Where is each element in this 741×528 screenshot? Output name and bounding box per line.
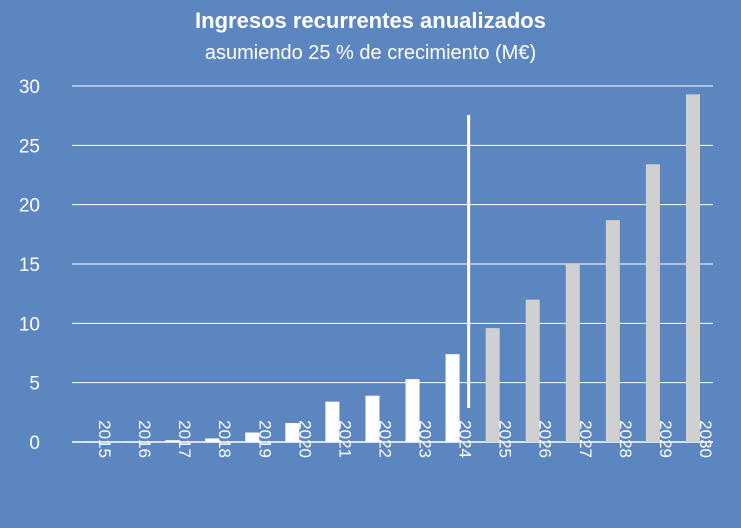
bar-2020 [285,423,300,442]
bar-2029 [645,164,660,442]
bar-2026 [525,299,540,442]
chart-subtitle: asumiendo 25 % de crecimiento (M€) [204,42,537,64]
y-tick-label: 10 [19,314,40,335]
x-tick-label: 2015 [95,420,114,458]
bar-2028 [605,220,620,442]
x-tick-label: 2022 [375,420,394,458]
bar-2015 [85,441,100,443]
x-tick-label: 2026 [536,420,555,458]
y-tick-label: 30 [19,77,40,98]
x-tick-label: 2018 [215,420,234,458]
bar-2025 [485,328,500,442]
x-tick-label: 2030 [696,420,715,458]
y-tick-label: 20 [19,196,40,217]
x-tick-label: 2016 [135,420,154,458]
bar-2022 [365,395,380,442]
x-axis-tick-labels: 2015 2016 2017 2018 2019 2020 2021 2022 2023 2024… [95,420,715,458]
x-tick-label: 2029 [656,420,675,458]
bar-2019 [245,432,260,442]
bar-2024 [445,354,460,442]
bar-2023 [405,379,420,442]
bar-2030 [685,94,700,442]
x-tick-label: 2023 [416,420,435,458]
y-tick-label: 0 [29,433,40,454]
bar-2016 [125,441,140,443]
y-axis-tick-labels: 0 5 10 15 20 25 30 [19,77,40,454]
y-tick-label: 25 [19,136,40,157]
x-tick-label: 2027 [576,420,595,458]
bar-2027 [565,264,580,442]
chart-title: Ingresos recurrentes anualizados [195,8,546,33]
x-tick-label: 2021 [335,420,354,458]
bar-2018 [205,438,220,442]
x-tick-label: 2025 [496,420,515,458]
y-tick-label: 5 [29,374,40,395]
bar-2017 [165,440,180,442]
bar-2021 [325,401,340,442]
x-tick-label: 2020 [295,420,314,458]
bars [85,94,700,443]
x-tick-label: 2019 [255,420,274,458]
x-tick-label: 2017 [175,420,194,458]
x-tick-label: 2024 [456,420,475,458]
y-tick-label: 15 [19,255,40,276]
x-tick-label: 2028 [616,420,635,458]
